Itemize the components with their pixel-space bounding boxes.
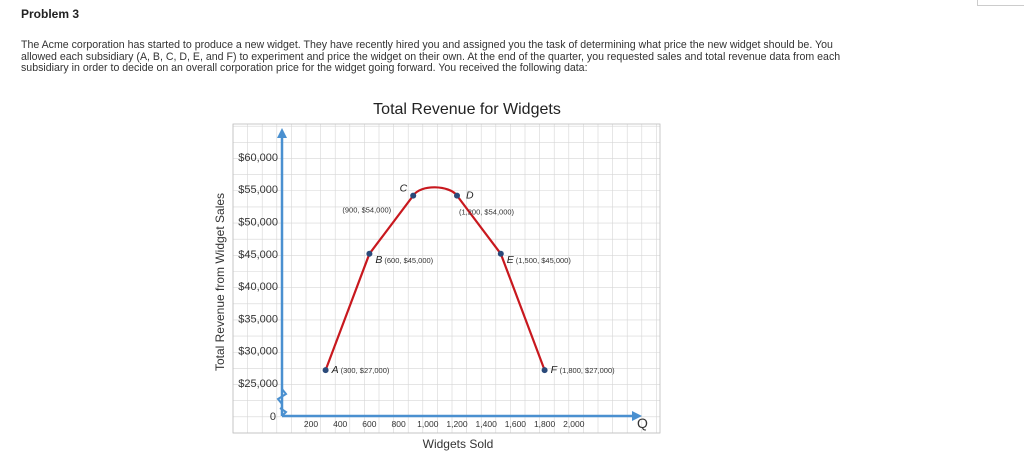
x-axis-end-label: Q — [637, 415, 648, 431]
x-tick-label: 800 — [392, 419, 406, 429]
y-tick-label: $30,000 — [238, 346, 278, 358]
x-tick-label: 200 — [304, 419, 318, 429]
data-point-e — [497, 250, 504, 257]
corner-box — [977, 0, 1024, 6]
x-tick-label: 600 — [362, 419, 376, 429]
point-label-d: (1,200, $54,000) — [459, 208, 515, 217]
point-label-a: (300, $27,000) — [341, 366, 390, 375]
problem-description: The Acme corporation has started to prod… — [21, 39, 841, 74]
point-letter-c: C — [400, 183, 408, 195]
y-tick-label: $35,000 — [238, 313, 278, 325]
point-label-c: (900, $54,000) — [342, 206, 391, 215]
grid — [232, 123, 661, 434]
y-tick-label: $40,000 — [238, 281, 278, 293]
y-axis-arrow — [277, 128, 287, 138]
axes — [276, 128, 642, 421]
point-letter-d: D — [466, 190, 474, 202]
x-tick-label: 1,200 — [446, 419, 468, 429]
point-label-e: (1,500, $45,000) — [516, 256, 572, 265]
data-point-b — [366, 250, 373, 257]
point-letter-e: E — [507, 254, 515, 266]
grid-border — [232, 123, 661, 434]
origin-label: 0 — [270, 411, 276, 423]
x-tick-label: 1,400 — [476, 419, 498, 429]
data-points: A (300, $27,000) B (600, $45,000) C (900, $54… — [322, 183, 616, 376]
x-axis-arrow — [632, 411, 642, 421]
x-tick-label: 400 — [333, 419, 347, 429]
x-tick-label: 1,800 — [534, 419, 556, 429]
tick-labels: 200 400 600 800 1,000 1,200 1,400 1,600 1,800 2,0… — [238, 152, 648, 431]
point-letter-a: A — [331, 364, 339, 376]
axis-break-lower — [279, 407, 288, 417]
axis-break — [276, 388, 288, 405]
x-axis-label: Widgets Sold — [423, 437, 494, 451]
x-tick-label: 1,000 — [417, 419, 439, 429]
chart-title: Total Revenue for Widgets — [373, 101, 561, 118]
data-point-f — [541, 367, 548, 374]
problem-title: Problem 3 — [21, 7, 80, 21]
data-point-d — [454, 192, 460, 199]
y-tick-label: $45,000 — [238, 249, 278, 261]
data-point-a — [322, 367, 329, 374]
x-tick-label: 2,000 — [563, 419, 585, 429]
y-tick-label: $60,000 — [238, 152, 278, 164]
point-label-b: (600, $45,000) — [384, 256, 433, 265]
point-letter-f: F — [551, 364, 558, 376]
y-axis-label: Total Revenue from Widget Sales — [213, 193, 227, 371]
point-letter-b: B — [375, 254, 382, 266]
x-tick-label: 1,600 — [505, 419, 527, 429]
y-tick-label: $25,000 — [238, 378, 278, 390]
point-label-f: (1,800, $27,000) — [560, 366, 616, 375]
y-tick-label: $50,000 — [238, 217, 278, 229]
data-point-c — [410, 192, 417, 199]
y-tick-label: $55,000 — [238, 184, 278, 196]
